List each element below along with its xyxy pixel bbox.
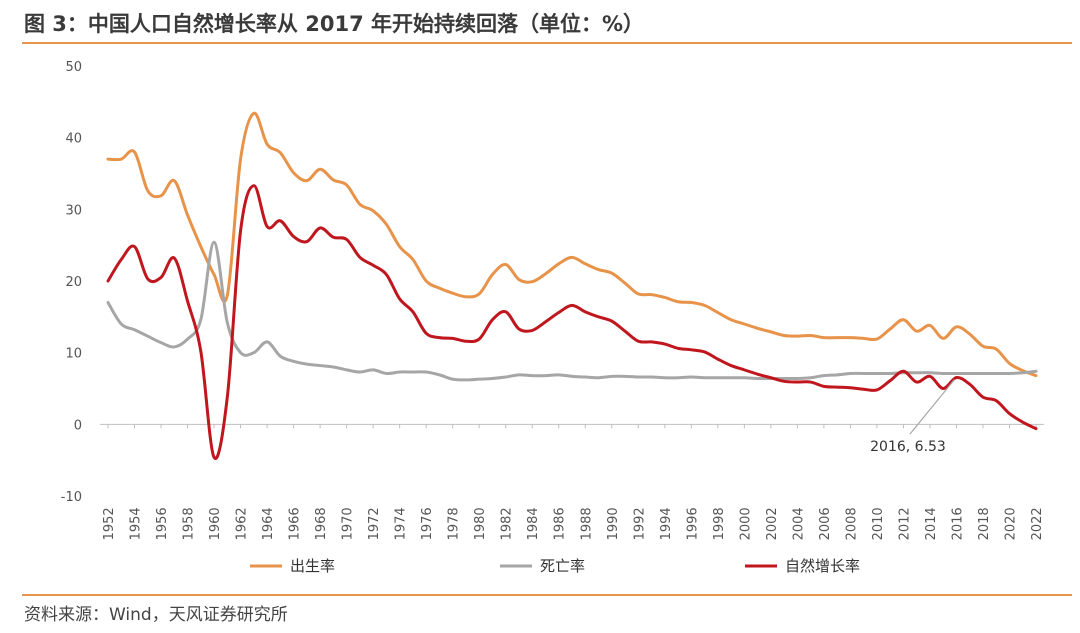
title-divider [22,42,1072,44]
x-tick-label: 2000 [738,507,753,540]
y-tick-label: 10 [65,347,82,362]
x-tick-label: 1962 [235,507,250,540]
source-note: 资料来源：Wind，天风证券研究所 [24,605,288,625]
x-tick-label: 2004 [791,507,806,540]
birth-rate-line [106,111,1038,378]
y-axis-ticks: -10 0 10 20 30 40 50 [61,60,82,505]
x-tick-label: 1974 [394,507,409,540]
y-tick-label: 0 [74,418,82,433]
x-tick-label: 1978 [447,507,462,540]
x-tick-label: 1996 [685,507,700,540]
x-tick-label: 1982 [500,507,515,540]
x-tick-label: 1984 [526,507,541,540]
x-tick-label: 1998 [712,507,727,540]
x-tick-label: 1990 [606,507,621,540]
y-tick-label: 40 [65,132,82,147]
x-tick-label: 1970 [341,507,356,540]
x-tick-label: 1966 [288,507,303,540]
y-tick-label: 30 [65,203,82,218]
x-tick-label: 1956 [155,507,170,540]
x-tick-label: 2018 [977,507,992,540]
x-tick-label: 1988 [579,507,594,540]
x-tick-label: 2022 [1030,507,1045,540]
annotation-layer: 2016, 6.53 [870,379,955,455]
annotation-label: 2016, 6.53 [870,439,946,455]
legend-item-birth-rate: 出生率 [250,557,335,575]
x-tick-label: 1976 [420,507,435,540]
annotation-leader-line [909,379,955,435]
legend: 出生率 死亡率 自然增长率 [250,557,860,575]
x-tick-label: 1994 [659,507,674,540]
x-tick-label: 2014 [924,507,939,540]
x-axis-ticks: 1952 1954 1956 1958 1960 1962 1964 1966 1968 1970… [102,424,1045,540]
x-tick-label: 2012 [897,507,912,540]
legend-item-natural-growth-rate: 自然增长率 [745,557,860,575]
x-tick-label: 1960 [208,507,223,540]
x-tick-label: 2002 [765,507,780,540]
chart-title: 图 3：中国人口自然增长率从 2017 年开始持续回落（单位：%） [24,12,645,36]
x-tick-label: 1968 [314,507,329,540]
y-tick-label: 50 [65,60,82,75]
legend-label: 死亡率 [540,557,585,575]
x-tick-label: 2010 [871,507,886,540]
x-tick-label: 2016 [950,507,965,540]
x-tick-label: 2008 [844,507,859,540]
natural-growth-rate-line [106,184,1038,460]
x-tick-label: 2020 [1003,507,1018,540]
x-tick-label: 1972 [367,507,382,540]
x-tick-label: 1986 [553,507,568,540]
footer-divider [22,594,1072,596]
legend-label: 自然增长率 [785,557,860,575]
x-tick-label: 1992 [632,507,647,540]
x-tick-label: 1964 [261,507,276,540]
legend-item-death-rate: 死亡率 [500,557,585,575]
x-tick-label: 1952 [102,507,117,540]
y-tick-label: 20 [65,275,82,290]
x-tick-label: 1980 [473,507,488,540]
death-rate-line [106,240,1038,382]
series-layer [106,111,1038,460]
x-tick-label: 2006 [818,507,833,540]
x-tick-label: 1958 [182,507,197,540]
legend-label: 出生率 [290,557,335,575]
x-tick-label: 1954 [129,507,144,540]
y-tick-label: -10 [61,490,82,505]
